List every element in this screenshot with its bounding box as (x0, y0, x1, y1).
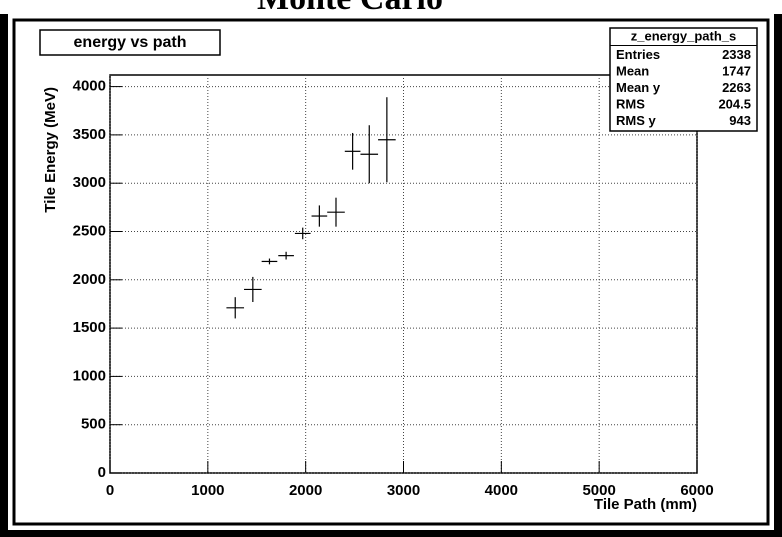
x-tick-label: 5000 (582, 482, 615, 499)
y-tick-label: 4000 (73, 78, 106, 95)
legend-box (39, 29, 221, 56)
stats-title: z_energy_path_s (631, 29, 737, 44)
y-tick-label: 3000 (73, 174, 106, 191)
stats-label: RMS (616, 97, 645, 112)
y-tick-label: 500 (81, 416, 106, 433)
x-tick-label: 1000 (191, 482, 224, 499)
x-axis-label: Tile Path (mm) (594, 496, 697, 513)
page-title: Monte Carlo (257, 0, 443, 17)
canvas-frame (12, 18, 770, 526)
stats-value: 2263 (722, 80, 751, 95)
y-tick-label: 1500 (73, 319, 106, 336)
x-tick-label: 3000 (387, 482, 420, 499)
x-tick-label: 0 (106, 482, 114, 499)
stats-label: RMS y (616, 113, 657, 128)
y-tick-label: 0 (98, 464, 106, 481)
y-tick-label: 2500 (73, 222, 106, 239)
x-tick-label: 4000 (485, 482, 518, 499)
y-tick-label: 2000 (73, 271, 106, 288)
y-tick-label: 3500 (73, 126, 106, 143)
stats-value: 943 (729, 113, 751, 128)
stats-value: 204.5 (718, 97, 751, 112)
legend-title: energy vs path (74, 34, 187, 51)
title-strip (0, 0, 782, 14)
y-axis-label: Tile Energy (MeV) (42, 87, 59, 213)
x-tick-label: 2000 (289, 482, 322, 499)
stats-label: Entries (616, 47, 660, 62)
stats-value: 2338 (722, 47, 751, 62)
stats-label: Mean (616, 64, 649, 79)
stats-value: 1747 (722, 64, 751, 79)
y-tick-label: 1000 (73, 367, 106, 384)
stats-label: Mean y (616, 80, 661, 95)
x-tick-label: 6000 (680, 482, 713, 499)
